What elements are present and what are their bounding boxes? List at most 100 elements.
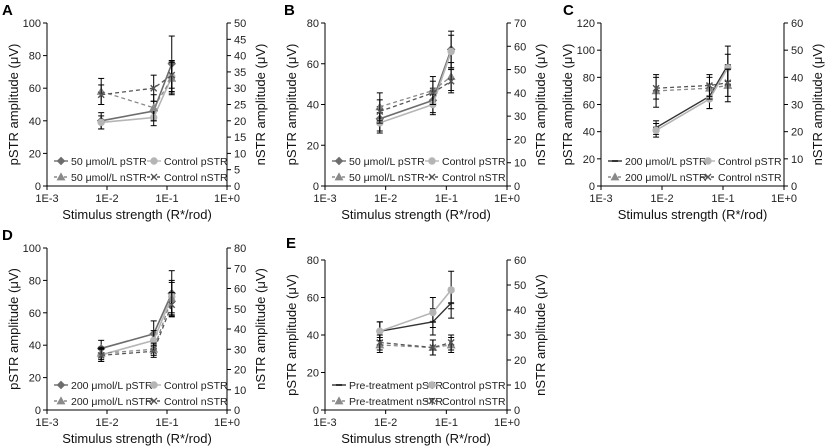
y2-axis-label: nSTR amplitude (μV) <box>533 44 548 166</box>
x-tick-label: 1E+0 <box>214 417 240 429</box>
data-point <box>447 47 455 56</box>
series-control-nstr <box>97 61 176 105</box>
right-tick-label: 40 <box>514 305 526 317</box>
left-tick-label: 40 <box>583 127 595 139</box>
x-axis-label: Stimulus strength (R*/rod) <box>341 207 491 222</box>
panel-label: D <box>2 227 13 244</box>
x-axis-label: Stimulus strength (R*/rod) <box>341 431 491 446</box>
panel-label: C <box>563 2 574 19</box>
right-tick-label: 50 <box>234 18 246 30</box>
series-line <box>101 76 173 124</box>
right-tick-label: 30 <box>791 100 803 112</box>
panel-label: A <box>2 2 13 19</box>
data-point <box>97 351 105 359</box>
legend-label: Control pSTR <box>164 156 228 168</box>
left-tick-label: 40 <box>307 330 319 342</box>
left-tick-label: 100 <box>23 18 41 30</box>
legend-entry: Control nSTR <box>147 172 228 184</box>
right-tick-label: 70 <box>514 18 526 30</box>
right-tick-label: 70 <box>234 263 246 275</box>
series-control-pstr <box>97 279 176 362</box>
legend-entry: 200 μmol/L nSTR <box>54 396 153 408</box>
x-tick-label: 1E+0 <box>494 193 520 205</box>
left-tick-label: 40 <box>29 340 41 352</box>
legend-label: 50 μmol/L pSTR <box>71 156 147 168</box>
left-tick-label: 20 <box>307 368 319 380</box>
left-tick-label: 60 <box>307 59 319 71</box>
y-axis-label: pSTR amplitude (μV) <box>560 44 575 166</box>
legend-label: Control nSTR <box>164 396 228 408</box>
legend-entry: Control nSTR <box>701 172 782 184</box>
legend-label: 50 μmol/L nSTR <box>71 172 147 184</box>
data-point <box>447 286 455 294</box>
left-tick-label: 0 <box>35 181 41 193</box>
series-control-pstr <box>376 270 455 342</box>
left-tick-label: 60 <box>307 293 319 305</box>
series-pre-treatment-pstr <box>376 287 455 342</box>
legend-label: Control pSTR <box>164 380 228 392</box>
x-tick-label: 1E+0 <box>214 193 240 205</box>
data-point <box>447 77 455 85</box>
legend-entry: 50 μmol/L nSTR <box>54 172 147 184</box>
data-point <box>447 339 455 346</box>
legend-label: 50 μmol/L pSTR <box>349 156 425 168</box>
legend-label: Control nSTR <box>442 172 506 184</box>
right-tick-label: 50 <box>234 304 246 316</box>
right-tick-label: 60 <box>514 41 526 53</box>
series-50-mol-l-pstr <box>96 35 177 130</box>
data-point <box>429 89 437 97</box>
y2-axis-label: nSTR amplitude (μV) <box>533 274 548 396</box>
x-tick-label: 1E-3 <box>35 193 58 205</box>
x-tick-label: 1E-3 <box>35 417 58 429</box>
legend-entry: 200 μmol/L nSTR <box>608 172 707 184</box>
left-tick-label: 60 <box>29 308 41 320</box>
data-point <box>429 344 437 351</box>
left-tick-label: 0 <box>313 181 319 193</box>
chart-panel-c: C 0 20 40 60 80 100 120 0 10 20 30 40 50 60 1E-3 1E-2 1E-… <box>560 2 825 222</box>
left-tick-label: 60 <box>29 83 41 95</box>
data-point <box>652 126 660 135</box>
series-control-nstr <box>376 334 455 356</box>
left-tick-label: 20 <box>307 140 319 152</box>
series-line <box>379 341 452 349</box>
right-tick-label: 30 <box>514 330 526 342</box>
series-line <box>100 78 173 109</box>
right-tick-label: 20 <box>234 116 246 128</box>
legend-label: Control pSTR <box>442 156 506 168</box>
right-tick-label: 40 <box>234 51 246 63</box>
right-tick-label: 45 <box>234 34 246 46</box>
legend-label: 200 μmol/L nSTR <box>625 172 707 184</box>
right-tick-label: 40 <box>791 72 803 84</box>
data-point <box>150 84 158 92</box>
legend-marker <box>150 173 158 181</box>
legend-entry: Control pSTR <box>147 156 228 168</box>
legend-entry: 50 μmol/L nSTR <box>332 172 425 184</box>
right-tick-label: 20 <box>514 134 526 146</box>
legend-marker <box>150 397 158 405</box>
y-axis-label: pSTR amplitude (μV) <box>284 44 299 166</box>
chart-panel-a: A 0 20 40 60 80 100 0 5 10 15 20 25 30 35 40 45 50 1E-3 1E-… <box>2 2 268 222</box>
right-tick-label: 50 <box>514 65 526 77</box>
data-point <box>168 301 176 309</box>
legend-marker <box>334 156 344 166</box>
left-tick-label: 20 <box>29 148 41 160</box>
legend-marker <box>56 172 66 181</box>
y2-axis-label: nSTR amplitude (μV) <box>253 44 268 166</box>
series-control-nstr <box>652 68 732 100</box>
right-tick-label: 10 <box>234 148 246 160</box>
legend-entry: Control nSTR <box>147 396 228 408</box>
legend-entry: Pre-treatment pSTR <box>332 380 443 392</box>
left-tick-label: 80 <box>29 51 41 63</box>
right-tick-label: 15 <box>234 132 246 144</box>
legend-entry: Control pSTR <box>425 380 506 392</box>
data-point <box>376 339 384 346</box>
x-tick-label: 1E-1 <box>711 193 734 205</box>
legend-entry: 50 μmol/L pSTR <box>332 156 425 168</box>
x-tick-label: 1E-1 <box>435 417 458 429</box>
y-axis-label: pSTR amplitude (μV) <box>284 274 299 396</box>
panel-label: B <box>284 2 295 19</box>
left-tick-label: 80 <box>29 275 41 287</box>
series-50-mol-l-nstr <box>96 61 177 122</box>
left-tick-label: 0 <box>35 405 41 417</box>
